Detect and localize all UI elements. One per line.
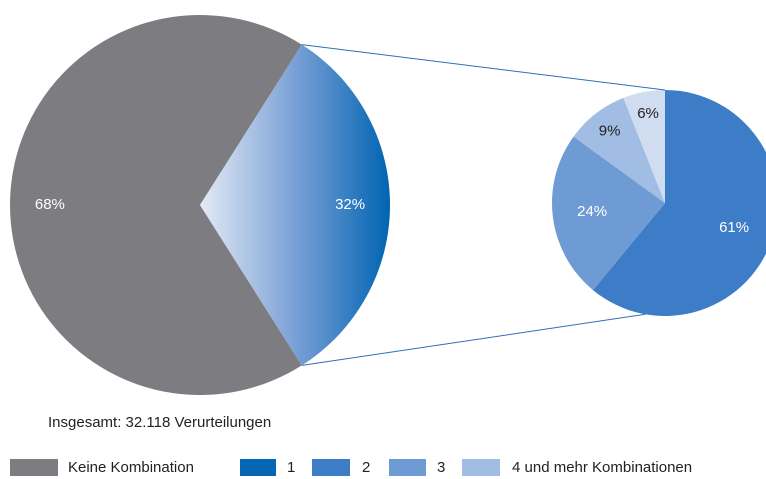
legend-label: 3	[437, 459, 445, 476]
connector	[301, 313, 646, 366]
legend-swatch	[462, 459, 500, 476]
legend-label: 2	[362, 459, 370, 476]
legend-label: 4 und mehr Kombinationen	[512, 459, 692, 476]
pie-slice	[623, 90, 665, 203]
pie-slice	[552, 136, 665, 291]
legend-label: 1	[287, 459, 295, 476]
connector	[301, 44, 666, 91]
pie-slice	[200, 44, 391, 366]
legend-swatch	[10, 459, 58, 476]
legend-swatch	[240, 459, 276, 476]
pie-slice	[573, 97, 665, 203]
slice-label: 32%	[335, 196, 365, 213]
pie-slice	[10, 15, 302, 396]
annotation: Insgesamt: 32.118 Verurteilungen	[48, 414, 271, 431]
slice-label: 68%	[35, 196, 65, 213]
slice-label: 61%	[719, 219, 749, 236]
slice-label: 6%	[637, 105, 659, 122]
slice-label: 9%	[599, 123, 621, 140]
pie-slice	[592, 90, 766, 316]
legend-swatch	[389, 459, 426, 476]
slice-label: 24%	[577, 203, 607, 220]
legend-label: Keine Kombination	[68, 459, 194, 476]
legend-swatch	[312, 459, 350, 476]
